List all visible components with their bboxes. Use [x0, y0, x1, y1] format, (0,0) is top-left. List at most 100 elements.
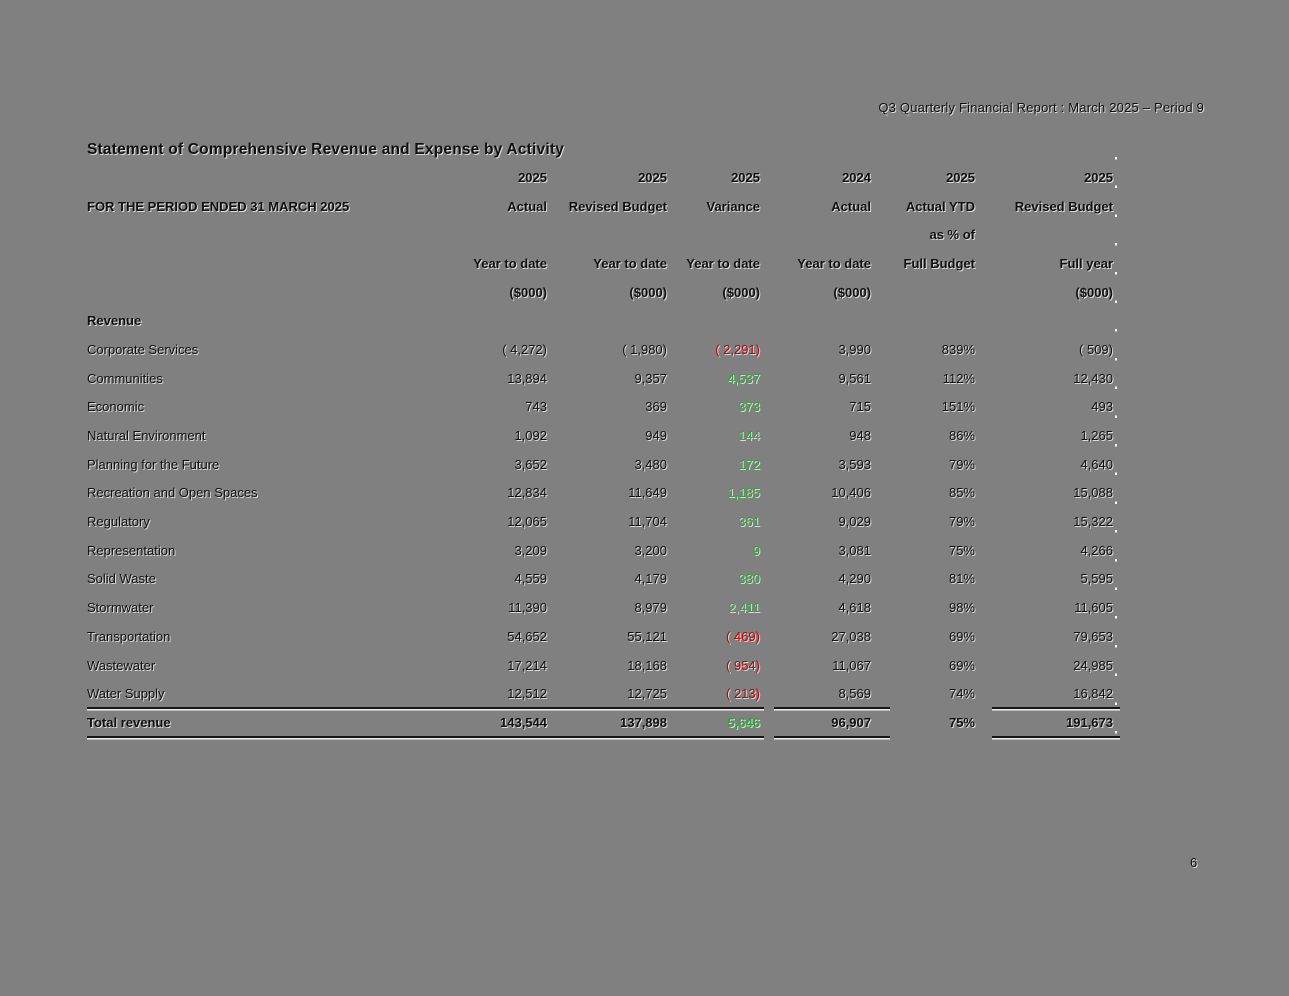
total-pct-value: 75% — [948, 714, 975, 730]
activity-label: Transportation — [87, 628, 171, 644]
actual-ytd-pct-value: 151% — [941, 399, 975, 415]
col-label: Variance — [706, 198, 761, 214]
activity-label: Wastewater — [87, 657, 156, 673]
variance-ytd-value: 9 — [752, 542, 760, 558]
activity-row: Representation 3,209 3,200 9 3,081 75% 4… — [87, 536, 1113, 565]
total-top-rule-right — [992, 707, 1120, 709]
actual-2024-value: 715 — [849, 399, 871, 415]
full-year-budget-value: 15,322 — [1073, 514, 1113, 530]
actual-ytd-value: ( 4,272) — [502, 341, 547, 357]
revised-budget-ytd-value: 55,121 — [627, 628, 667, 644]
col-unit: ($000) — [629, 284, 667, 300]
activity-label: Water Supply — [87, 686, 165, 702]
full-year-budget-value: 16,842 — [1073, 686, 1113, 702]
activity-row: Communities 13,894 9,357 4,537 9,561 112… — [87, 364, 1113, 393]
col-unit — [871, 278, 975, 307]
actual-ytd-pct-value: 69% — [948, 628, 975, 644]
total-actual-2024-value: 96,907 — [831, 714, 871, 730]
full-year-budget-value: 15,088 — [1073, 485, 1113, 501]
activity-label: Communities — [87, 370, 163, 386]
actual-2024-value: 8,569 — [838, 686, 871, 702]
total-full-year-value: 191,673 — [1066, 714, 1113, 730]
actual-ytd-pct-value: 86% — [948, 428, 975, 444]
revised-budget-ytd-value: 4,179 — [634, 571, 667, 587]
header-spacer — [87, 163, 370, 192]
activity-label: Solid Waste — [87, 571, 156, 587]
actual-ytd-value: 3,209 — [514, 542, 547, 558]
actual-2024-value: 4,290 — [838, 571, 871, 587]
table-right-dotted-border — [1115, 157, 1117, 743]
activity-label: Natural Environment — [87, 428, 206, 444]
actual-ytd-pct-value: 839% — [941, 341, 975, 357]
revised-budget-ytd-value: 9,357 — [634, 370, 667, 386]
actual-ytd-value: 1,092 — [514, 428, 547, 444]
actual-ytd-value: 4,559 — [514, 571, 547, 587]
activity-row: Wastewater 17,214 18,168 ( 954) 11,067 6… — [87, 651, 1113, 680]
actual-2024-value: 3,081 — [838, 542, 871, 558]
variance-ytd-value: 172 — [738, 456, 760, 472]
full-year-budget-value: 1,265 — [1080, 428, 1113, 444]
empty-cell — [871, 306, 975, 335]
actual-ytd-pct-value: 98% — [948, 600, 975, 616]
actual-2024-value: 10,406 — [831, 485, 871, 501]
col-period: Year to date — [686, 255, 760, 271]
actual-ytd-value: 12,834 — [507, 485, 547, 501]
variance-ytd-value: ( 469) — [726, 628, 760, 644]
col-label: Actual YTD — [905, 198, 975, 214]
full-year-budget-value: 12,430 — [1073, 370, 1113, 386]
activity-label: Representation — [87, 542, 176, 558]
page-number: 6 — [1190, 855, 1198, 870]
col-period: Year to date — [593, 255, 667, 271]
col-sublabel — [975, 220, 1113, 249]
variance-ytd-value: 361 — [738, 514, 760, 530]
activity-row: Recreation and Open Spaces 12,834 11,649… — [87, 479, 1113, 508]
col-year: 2025 — [638, 169, 667, 185]
actual-2024-value: 4,618 — [838, 600, 871, 616]
actual-2024-value: 9,561 — [838, 370, 871, 386]
header-spacer — [87, 278, 370, 307]
activity-row: Planning for the Future 3,652 3,480 172 … — [87, 450, 1113, 479]
col-unit: ($000) — [833, 284, 871, 300]
revised-budget-ytd-value: 18,168 — [627, 657, 667, 673]
variance-ytd-value: 373 — [738, 399, 760, 415]
revised-budget-ytd-value: 949 — [645, 428, 667, 444]
actual-ytd-pct-value: 75% — [948, 542, 975, 558]
actual-ytd-value: 3,652 — [514, 456, 547, 472]
total-row: Total revenue 143,544 137,898 5,646 96,9… — [87, 708, 1113, 737]
actual-ytd-pct-value: 74% — [948, 686, 975, 702]
activity-row: Corporate Services ( 4,272) ( 1,980) ( 2… — [87, 335, 1113, 364]
col-year: 2025 — [518, 169, 547, 185]
activity-label: Stormwater — [87, 600, 154, 616]
actual-ytd-value: 17,214 — [507, 657, 547, 673]
empty-cell — [975, 306, 1113, 335]
col-period: Full year — [1059, 255, 1113, 271]
full-year-budget-value: 79,653 — [1073, 628, 1113, 644]
activity-label: Planning for the Future — [87, 456, 220, 472]
actual-ytd-value: 13,894 — [507, 370, 547, 386]
col-sublabel — [547, 220, 667, 249]
section-header-row: Revenue — [87, 306, 1113, 335]
col-sublabel — [667, 220, 760, 249]
actual-ytd-value: 54,652 — [507, 628, 547, 644]
revised-budget-ytd-value: 3,480 — [634, 456, 667, 472]
col-label: Actual — [831, 198, 871, 214]
col-label: Revised Budget — [568, 198, 667, 214]
period-ended-label: FOR THE PERIOD ENDED 31 MARCH 2025 — [87, 198, 350, 214]
full-year-budget-value: 493 — [1091, 399, 1113, 415]
page-title: Statement of Comprehensive Revenue and E… — [87, 141, 565, 158]
header-spacer — [87, 220, 370, 249]
section-label: Revenue — [87, 313, 142, 329]
total-bottom-rule-right — [992, 736, 1120, 738]
header-row-sub: as % of — [87, 220, 1113, 249]
col-label: Actual — [507, 198, 547, 214]
col-year: 2025 — [731, 169, 760, 185]
actual-ytd-pct-value: 79% — [948, 514, 975, 530]
actual-ytd-value: 743 — [525, 399, 547, 415]
variance-ytd-value: ( 954) — [726, 657, 760, 673]
empty-cell — [547, 306, 667, 335]
variance-ytd-value: ( 2,291) — [715, 341, 760, 357]
revised-budget-ytd-value: 11,649 — [628, 485, 667, 501]
activity-label: Corporate Services — [87, 341, 199, 357]
revised-budget-ytd-value: 3,200 — [634, 542, 667, 558]
full-year-budget-value: 4,640 — [1080, 456, 1113, 472]
